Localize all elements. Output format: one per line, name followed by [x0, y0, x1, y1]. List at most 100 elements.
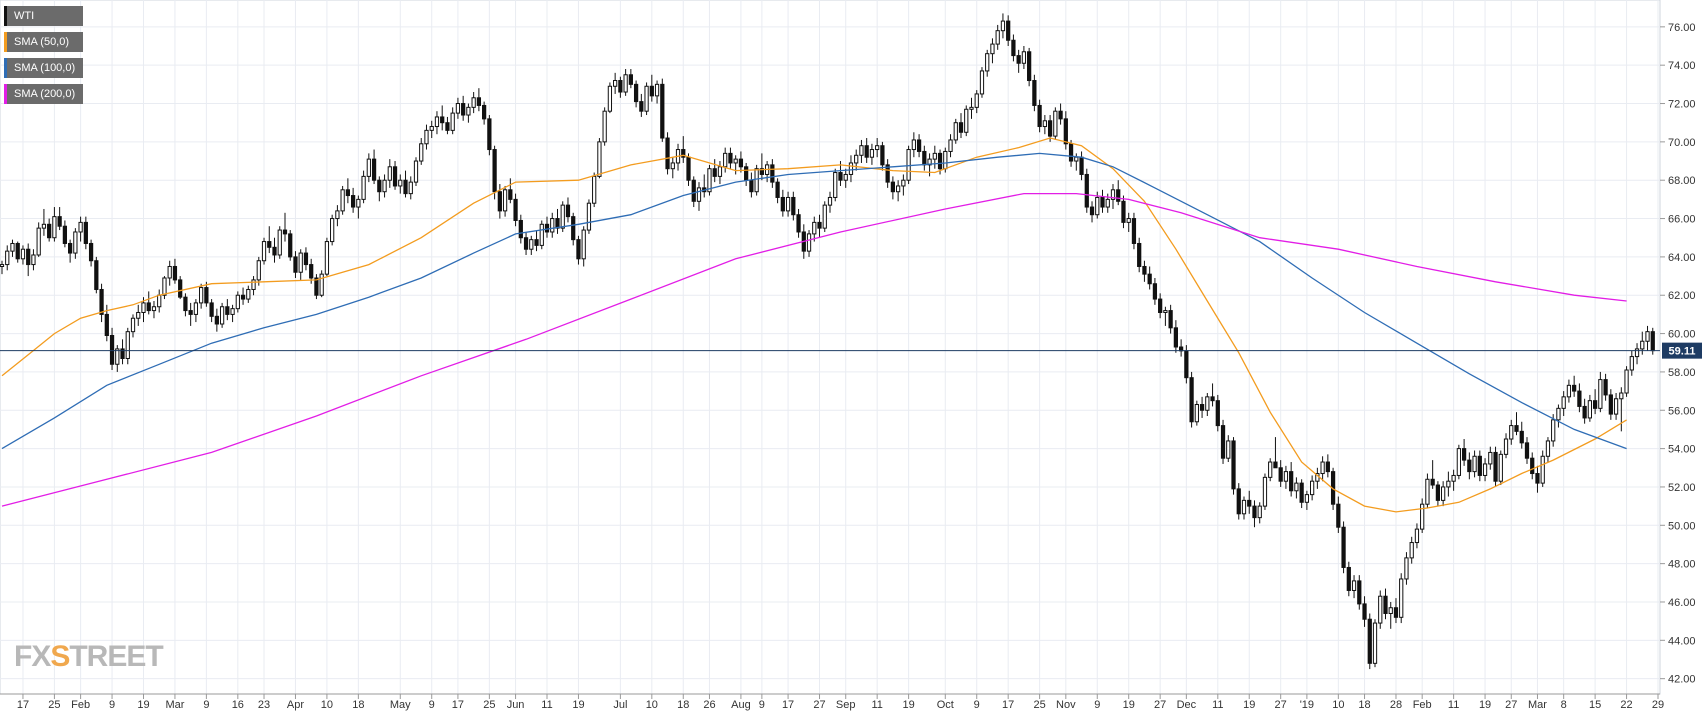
candle-body-up: [167, 265, 172, 279]
candle-body-down: [497, 191, 502, 212]
candle-body-up: [1105, 198, 1110, 208]
candle: [1399, 573, 1404, 624]
candle: [717, 161, 723, 185]
candle-body-up: [1163, 310, 1168, 313]
candle: [298, 249, 303, 280]
candle-body-up: [1624, 369, 1629, 394]
candle-body-down: [1131, 218, 1137, 244]
candle: [780, 189, 785, 217]
candle-body-down: [1079, 156, 1084, 175]
candle: [565, 197, 571, 223]
candle-body-down: [104, 313, 109, 336]
candle-body-up: [539, 223, 544, 246]
candle-body-up: [974, 93, 979, 108]
candle-body-down: [544, 223, 550, 233]
candle-body-down: [628, 74, 633, 85]
candle: [1430, 460, 1435, 489]
candle-body-down: [565, 204, 571, 218]
candle: [1289, 462, 1294, 497]
candle-body-up: [261, 241, 267, 262]
candle-body-down: [686, 156, 691, 181]
x-tick-label: Aug: [731, 699, 751, 711]
candle-body-down: [1168, 310, 1173, 329]
candle: [1524, 437, 1530, 464]
y-axis: 42.00 44.00 46.00 48.00 50.00 52.00 54.00 56.00…: [1660, 22, 1696, 686]
candle-body-up: [785, 196, 791, 212]
candle: [31, 249, 36, 271]
candle: [1163, 306, 1168, 326]
candle: [628, 69, 633, 89]
candle-body-up: [1351, 580, 1357, 591]
candle-body-up: [995, 30, 1000, 45]
candle: [848, 155, 854, 183]
candle: [413, 157, 419, 186]
candle: [1540, 450, 1545, 487]
x-tick-label: 22: [1620, 699, 1632, 711]
candle: [408, 176, 413, 200]
candle-body-up: [246, 288, 251, 300]
candle-body-up: [162, 277, 167, 296]
candle-body-up: [1498, 453, 1503, 482]
candle: [335, 205, 340, 227]
candle-body-down: [1027, 51, 1032, 82]
candle-body-down: [649, 85, 654, 97]
candle-body-up: [1566, 384, 1572, 398]
candle-body-up: [1388, 607, 1393, 614]
legend-item-sma200[interactable]: SMA (200,0): [4, 84, 84, 104]
candle-body-up: [319, 273, 324, 296]
candle-body-up: [586, 202, 592, 231]
candle-body-up: [906, 149, 911, 181]
candle: [1388, 601, 1393, 629]
candle: [985, 49, 990, 77]
candle: [303, 247, 309, 271]
candle-body-up: [1545, 440, 1551, 457]
candle-body-down: [314, 277, 319, 296]
candle-body-up: [964, 108, 969, 133]
candle: [1158, 293, 1163, 319]
candle: [225, 299, 230, 321]
candle: [1619, 387, 1624, 432]
candle-body-down: [864, 145, 869, 158]
legend-item-sma100[interactable]: SMA (100,0): [4, 58, 84, 78]
candle-body-down: [681, 149, 686, 158]
candle: [827, 191, 833, 213]
candle-body-down: [1524, 442, 1530, 459]
candle: [1210, 383, 1215, 407]
candle: [785, 191, 791, 217]
candle: [219, 302, 225, 328]
candle-body-down: [1467, 459, 1472, 473]
candle-body-up: [1441, 486, 1446, 501]
candle: [1425, 473, 1430, 509]
candle-body-up: [550, 218, 555, 233]
candle-body-up: [419, 143, 424, 162]
gridlines: [0, 0, 1661, 695]
candle: [0, 260, 5, 275]
candle: [1598, 371, 1603, 413]
candle-body-up: [1283, 471, 1289, 482]
candle: [361, 170, 366, 204]
legend-item-sma50[interactable]: SMA (50,0): [4, 32, 84, 52]
candle: [240, 287, 246, 305]
candle-body-up: [1304, 494, 1310, 503]
candle-body-down: [1189, 377, 1194, 423]
candle: [859, 139, 864, 163]
candle-body-down: [780, 196, 785, 212]
candle: [544, 216, 550, 238]
candle: [995, 24, 1000, 50]
candle: [1084, 168, 1089, 213]
candle-body-up: [1420, 503, 1425, 530]
candle-body-up: [387, 166, 392, 181]
candle-body-up: [1241, 499, 1247, 515]
candle-body-up: [230, 308, 235, 315]
x-tick-label: 18: [1358, 699, 1370, 711]
candle-body-up: [1425, 478, 1430, 505]
candle: [592, 172, 597, 208]
candle-body-up: [136, 311, 141, 319]
x-tick-label: 15: [1589, 699, 1601, 711]
candle-body-up: [502, 189, 508, 212]
y-tick-label: 48.00: [1668, 559, 1696, 571]
candle-body-down: [618, 80, 623, 93]
legend-item-wti[interactable]: WTI: [4, 6, 84, 26]
current-price-badge: [1662, 342, 1702, 359]
